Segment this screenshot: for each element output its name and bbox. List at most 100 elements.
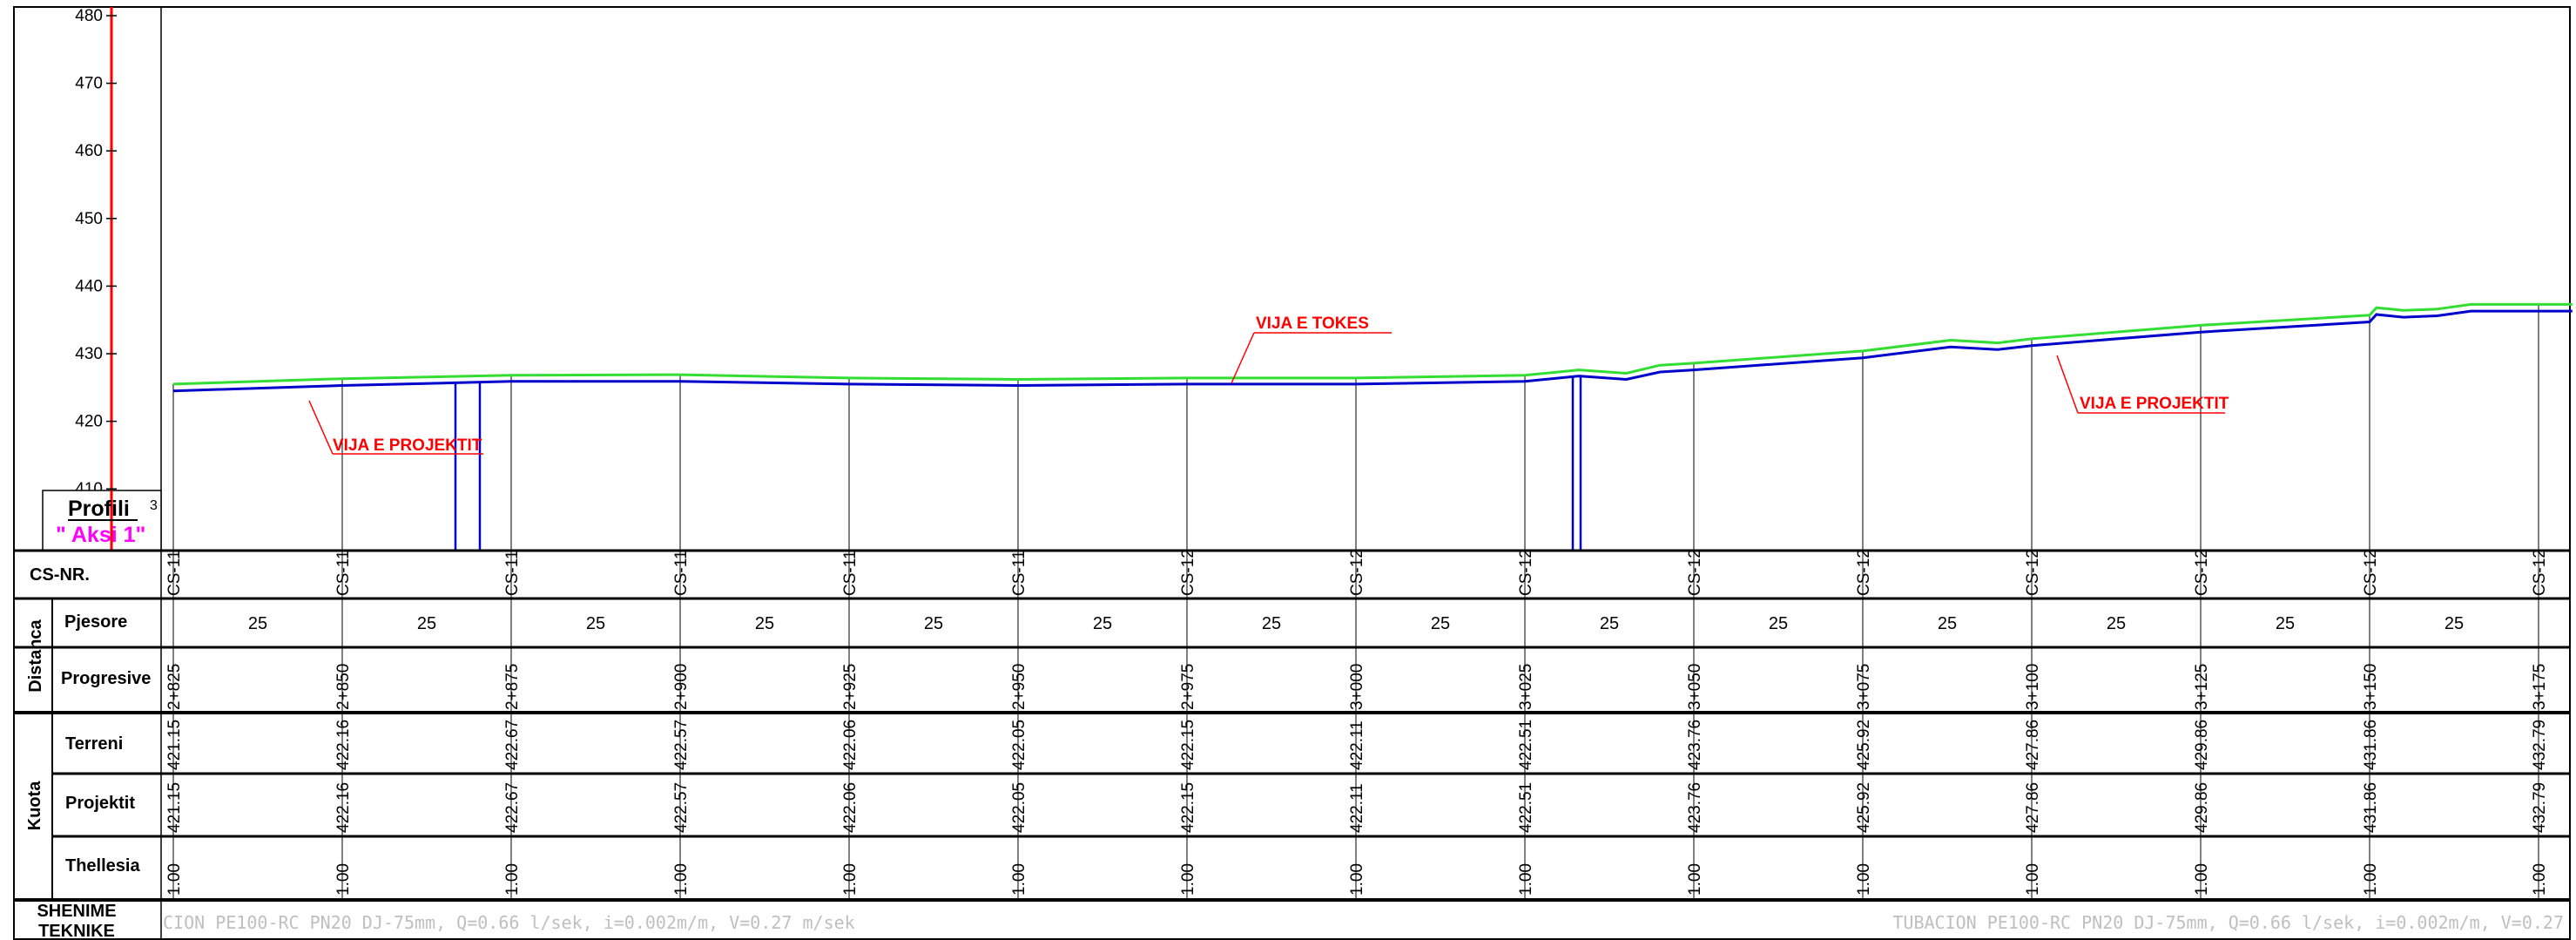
profile-title: Profili: [68, 497, 130, 521]
station-projektit: 425.92: [1855, 782, 1873, 833]
project-line: [172, 309, 2573, 393]
station-cs-label: CS-12: [1855, 549, 1873, 596]
station-cs-label: CS-12: [1348, 549, 1366, 596]
profile-table-grid: [14, 549, 2570, 940]
segment-length: 25: [2107, 614, 2126, 633]
station-projektit: 422.06: [841, 782, 860, 833]
segment-length: 25: [1093, 614, 1112, 633]
station-chainage: 3+050: [1686, 664, 1704, 710]
station-thellesia: 1.00: [1855, 863, 1873, 896]
row-label-teknike: TEKNIKE: [38, 922, 115, 940]
table-cells: CS-11 2+825 421.15 421.15 1.00 CS-11 2+850 422.…: [165, 549, 2549, 900]
station-projektit: 422.67: [503, 782, 522, 833]
station-projektit: 421.15: [165, 782, 184, 833]
station-thellesia: 1.00: [672, 863, 691, 896]
station-chainage: 2+950: [1010, 664, 1028, 710]
station-terreni: 422.05: [1010, 720, 1028, 770]
station-terreni: 421.15: [165, 720, 184, 770]
station-thellesia: 1.00: [2193, 863, 2211, 896]
station-terreni: 423.76: [1686, 720, 1704, 770]
segment-length: 25: [1769, 614, 1788, 633]
station-cs-label: CS-12: [2193, 549, 2211, 596]
station-thellesia: 1.00: [1010, 863, 1028, 896]
station-cs-label: CS-11: [1010, 551, 1028, 596]
station-projektit: 432.79: [2531, 782, 2549, 833]
row-label-progresive: Progresive: [61, 669, 151, 688]
pipe-marks: [454, 376, 1582, 551]
station-terreni: 422.16: [334, 720, 353, 770]
segment-length: 25: [417, 614, 436, 633]
station-thellesia: 1.00: [2024, 863, 2042, 896]
station-thellesia: 1.00: [1517, 863, 1535, 896]
station-lines: [172, 304, 2539, 551]
station-projektit: 423.76: [1686, 782, 1704, 833]
segment-length: 25: [1600, 614, 1619, 633]
station-chainage: 3+075: [1855, 664, 1873, 710]
segment-length: 25: [1262, 614, 1281, 633]
station-terreni: 422.11: [1348, 720, 1366, 770]
annotation-label: VIJA E PROJEKTIT: [333, 436, 482, 455]
station-cs-label: CS-12: [1686, 549, 1704, 596]
station-cs-label: CS-12: [2531, 549, 2549, 596]
station-chainage: 3+000: [1348, 664, 1366, 710]
annotation-label: VIJA E TOKES: [1256, 314, 1369, 333]
station-terreni: 427.86: [2024, 720, 2042, 770]
segment-length: 25: [248, 614, 267, 633]
station-cs-label: CS-12: [1517, 549, 1535, 596]
station-chainage: 3+150: [2362, 664, 2380, 710]
station-chainage: 2+875: [503, 664, 522, 710]
station-projektit: 429.86: [2193, 782, 2211, 833]
station-projektit: 422.15: [1179, 782, 1197, 833]
station-cs-label: CS-11: [165, 551, 184, 596]
station-cs-label: CS-11: [503, 551, 522, 596]
station-terreni: 422.67: [503, 720, 522, 770]
annotation-label: VIJA E PROJEKTIT: [2080, 395, 2229, 413]
station-terreni: 425.92: [1855, 720, 1873, 770]
station-chainage: 2+825: [165, 664, 184, 710]
drawing-frame: [13, 6, 2571, 940]
row-label-pjesore: Pjesore: [64, 612, 127, 632]
row-label-cs-nr: CS-NR.: [30, 565, 90, 585]
row-label-terreni: Terreni: [65, 734, 123, 754]
elevation-tick-label: 440: [75, 277, 103, 295]
segment-length: 25: [1431, 614, 1450, 633]
station-terreni: 431.86: [2362, 720, 2380, 770]
segment-length: 25: [2445, 614, 2464, 633]
row-label-kuota: Kuota: [25, 781, 44, 831]
station-cs-label: CS-12: [1179, 549, 1197, 596]
elevation-tick-label: 480: [75, 7, 103, 25]
station-projektit: 422.57: [672, 782, 691, 833]
segment-length: 25: [2276, 614, 2295, 633]
elevation-tick-label: 470: [75, 75, 103, 93]
elevation-tick-label: 420: [75, 413, 103, 431]
station-thellesia: 1.00: [503, 863, 522, 896]
station-projektit: 422.05: [1010, 782, 1028, 833]
scale-mark: 3: [150, 498, 158, 513]
station-thellesia: 1.00: [2531, 863, 2549, 896]
annotation-project-right: VIJA E PROJEKTIT: [2056, 355, 2229, 414]
technical-note-left: CION PE100-RC PN20 DJ-75mm, Q=0.66 l/sek…: [163, 912, 855, 933]
station-chainage: 3+175: [2531, 664, 2549, 710]
station-thellesia: 1.00: [334, 863, 353, 896]
segment-length: 25: [924, 614, 943, 633]
station-cs-label: CS-12: [2024, 549, 2042, 596]
station-chainage: 3+100: [2024, 664, 2042, 710]
profile-subtitle: " Aksi 1": [56, 523, 145, 547]
station-chainage: 2+925: [841, 664, 860, 710]
elevation-tick-label: 460: [75, 142, 103, 160]
station-terreni: 422.51: [1517, 720, 1535, 770]
station-thellesia: 1.00: [1686, 863, 1704, 896]
station-projektit: 431.86: [2362, 782, 2380, 833]
annotation-project-left: VIJA E PROJEKTIT: [308, 400, 483, 455]
station-cs-label: CS-12: [2362, 549, 2380, 596]
station-chainage: 2+850: [334, 664, 353, 710]
segment-length: 25: [755, 614, 774, 633]
station-chainage: 2+975: [1179, 664, 1197, 710]
station-cs-label: CS-11: [841, 551, 860, 596]
station-projektit: 422.16: [334, 782, 353, 833]
station-thellesia: 1.00: [1179, 863, 1197, 896]
row-label-thellesia: Thellesia: [65, 856, 140, 876]
station-thellesia: 1.00: [2362, 863, 2380, 896]
station-chainage: 3+025: [1517, 664, 1535, 710]
station-projektit: 422.51: [1517, 782, 1535, 833]
